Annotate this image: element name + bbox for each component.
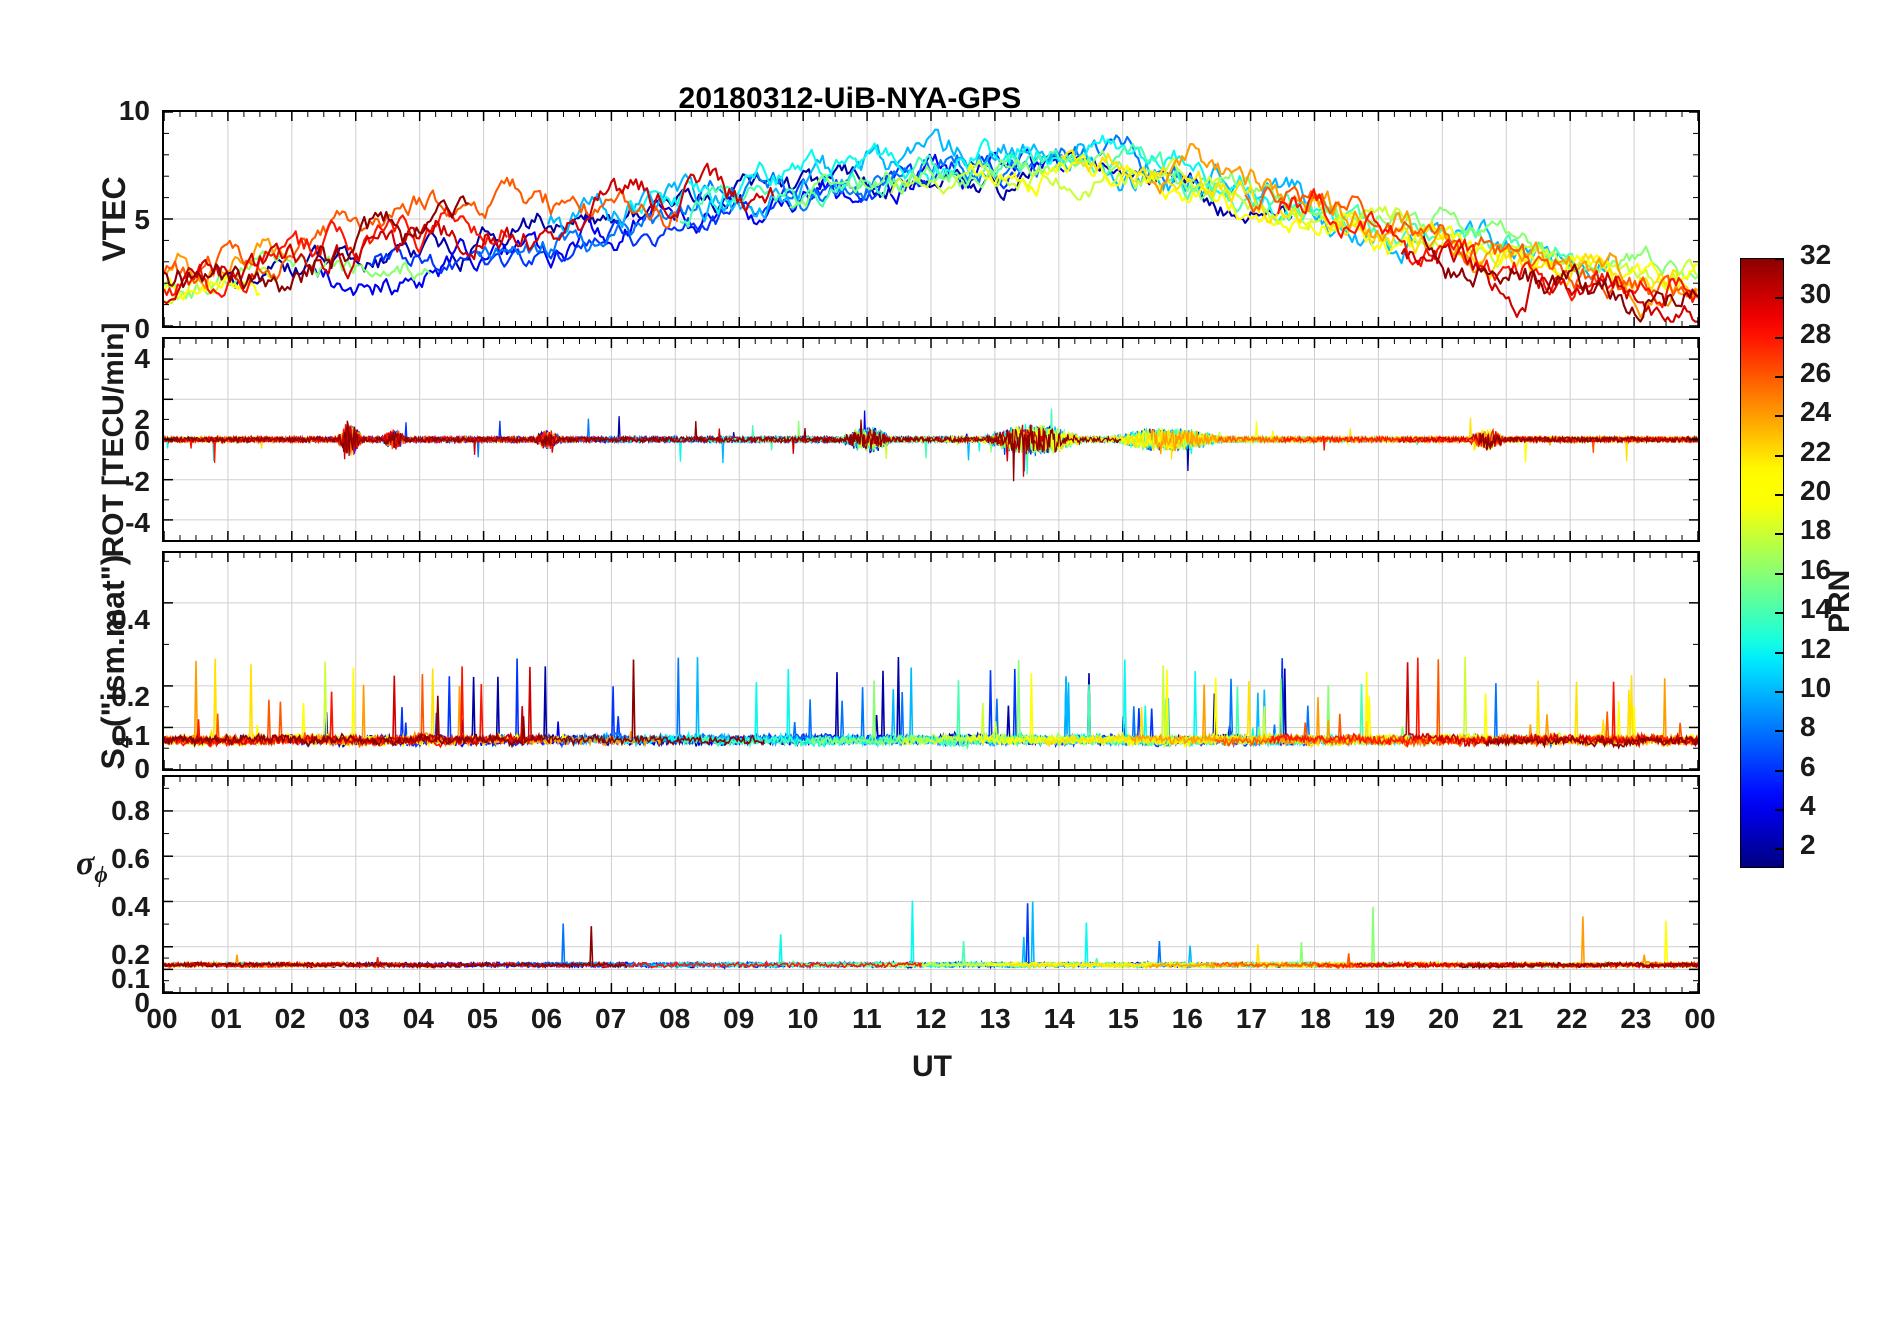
vtec-ytick-10: 10 xyxy=(118,95,150,126)
x-tick-12: 12 xyxy=(915,1003,947,1034)
colorbar-tick-8: 8 xyxy=(1800,711,1816,743)
x-tick-7: 07 xyxy=(595,1003,627,1034)
colorbar-tick-24: 24 xyxy=(1800,396,1832,428)
colorbar-tickmark-4 xyxy=(1775,808,1784,811)
vtec-plot-area xyxy=(164,112,1698,326)
colorbar-tickmark-18 xyxy=(1775,533,1784,536)
rot-plot-area xyxy=(164,339,1698,540)
x-tick-23: 23 xyxy=(1620,1003,1652,1034)
x-tick-24: 00 xyxy=(1684,1003,1716,1034)
colorbar-tickmark-8 xyxy=(1775,730,1784,733)
colorbar-tick-2: 2 xyxy=(1800,829,1816,861)
colorbar-tickmark-14 xyxy=(1775,612,1784,615)
colorbar-tick-14: 14 xyxy=(1800,593,1832,625)
colorbar xyxy=(1740,258,1784,868)
x-tick-2: 02 xyxy=(274,1003,306,1034)
x-tick-4: 04 xyxy=(402,1003,434,1034)
colorbar-tickmark-28 xyxy=(1775,336,1784,339)
colorbar-tickmark-26 xyxy=(1775,376,1784,379)
x-tick-21: 21 xyxy=(1492,1003,1524,1034)
colorbar-tick-18: 18 xyxy=(1800,514,1832,546)
sigmaphi-ytick-02: 0.2 xyxy=(111,939,150,970)
sigmaphi-ytick-0: 0 xyxy=(134,987,150,1018)
x-tick-18: 18 xyxy=(1299,1003,1332,1034)
x-tick-17: 17 xyxy=(1235,1003,1267,1034)
colorbar-tickmark-2 xyxy=(1775,848,1784,851)
x-tick-9: 09 xyxy=(723,1003,755,1034)
x-tick-14: 14 xyxy=(1043,1003,1075,1034)
x-tick-22: 22 xyxy=(1556,1003,1588,1034)
x-tick-8: 08 xyxy=(659,1003,691,1034)
colorbar-tickmark-32 xyxy=(1775,258,1784,260)
x-tick-10: 10 xyxy=(787,1003,819,1034)
x-tick-6: 06 xyxy=(530,1003,563,1034)
sigmaphi-ytick-08: 0.8 xyxy=(111,795,150,826)
x-tick-16: 16 xyxy=(1171,1003,1203,1034)
sigma-phi-plot-area xyxy=(164,777,1698,992)
vtec-ytick-5: 5 xyxy=(134,204,150,235)
panel-vtec xyxy=(162,110,1700,328)
colorbar-tick-4: 4 xyxy=(1800,789,1816,821)
sigmaphi-ytick-01: 0.1 xyxy=(111,963,150,994)
vtec-ytick-0: 0 xyxy=(134,313,150,344)
x-tick-20: 20 xyxy=(1428,1003,1460,1034)
panel-rot xyxy=(162,337,1700,542)
s4-plot-area xyxy=(164,553,1698,769)
colorbar-tick-28: 28 xyxy=(1800,317,1832,349)
s4-ytick-04: 0.4 xyxy=(111,604,150,635)
colorbar-tick-12: 12 xyxy=(1800,632,1832,664)
colorbar-tick-26: 26 xyxy=(1800,357,1832,389)
s4-ytick-0: 0 xyxy=(134,753,150,784)
colorbar-tickmark-6 xyxy=(1775,769,1784,772)
x-tick-0: 00 xyxy=(146,1003,178,1034)
colorbar-tick-16: 16 xyxy=(1800,553,1832,585)
rot-ytick-4: 4 xyxy=(134,343,150,374)
x-tick-15: 15 xyxy=(1107,1003,1139,1034)
s4-axis-label: S4 ("ism.mat") xyxy=(91,482,137,842)
x-tick-13: 13 xyxy=(979,1003,1011,1034)
x-tick-1: 01 xyxy=(210,1003,242,1034)
rot-ytick-neg4: -4 xyxy=(125,507,150,538)
x-tick-5: 05 xyxy=(466,1003,498,1034)
colorbar-tick-10: 10 xyxy=(1800,671,1832,703)
panel-sigma-phi xyxy=(162,775,1700,994)
colorbar-tick-30: 30 xyxy=(1800,278,1832,310)
sigma-glyph: σ xyxy=(76,845,95,882)
colorbar-tickmark-10 xyxy=(1775,690,1784,693)
phi-glyph: ϕ xyxy=(94,862,108,889)
panel-s4 xyxy=(162,551,1700,771)
s4-ytick-01: 0.1 xyxy=(111,720,150,751)
colorbar-label: PRN xyxy=(1823,569,1856,633)
sigma-phi-axis-label: σϕ xyxy=(76,845,136,905)
colorbar-tickmark-24 xyxy=(1775,415,1784,418)
figure-title: 20180312-UiB-NYA-GPS xyxy=(678,82,1022,115)
x-tick-19: 19 xyxy=(1364,1003,1396,1034)
x-tick-11: 11 xyxy=(852,1003,882,1034)
sigmaphi-ytick-06: 0.6 xyxy=(111,843,150,874)
colorbar-tickmark-20 xyxy=(1775,494,1784,497)
s4-ytick-02: 0.2 xyxy=(111,681,150,712)
rot-ytick-0: 0 xyxy=(134,425,150,456)
rot-ytick-neg2: -2 xyxy=(125,466,150,497)
colorbar-tick-32: 32 xyxy=(1800,239,1832,270)
sigmaphi-ytick-04: 0.4 xyxy=(111,891,150,922)
colorbar-tickmark-16 xyxy=(1775,572,1784,575)
rot-ytick-2: 2 xyxy=(134,404,150,435)
colorbar-tickmark-22 xyxy=(1775,454,1784,457)
x-tick-3: 03 xyxy=(338,1003,370,1034)
colorbar-tick-6: 6 xyxy=(1800,750,1816,782)
colorbar-tickmark-12 xyxy=(1775,651,1784,654)
colorbar-tick-20: 20 xyxy=(1800,475,1832,507)
colorbar-tick-22: 22 xyxy=(1800,435,1832,467)
colorbar-tickmark-30 xyxy=(1775,297,1784,300)
x-axis-label: UT xyxy=(912,1050,952,1083)
